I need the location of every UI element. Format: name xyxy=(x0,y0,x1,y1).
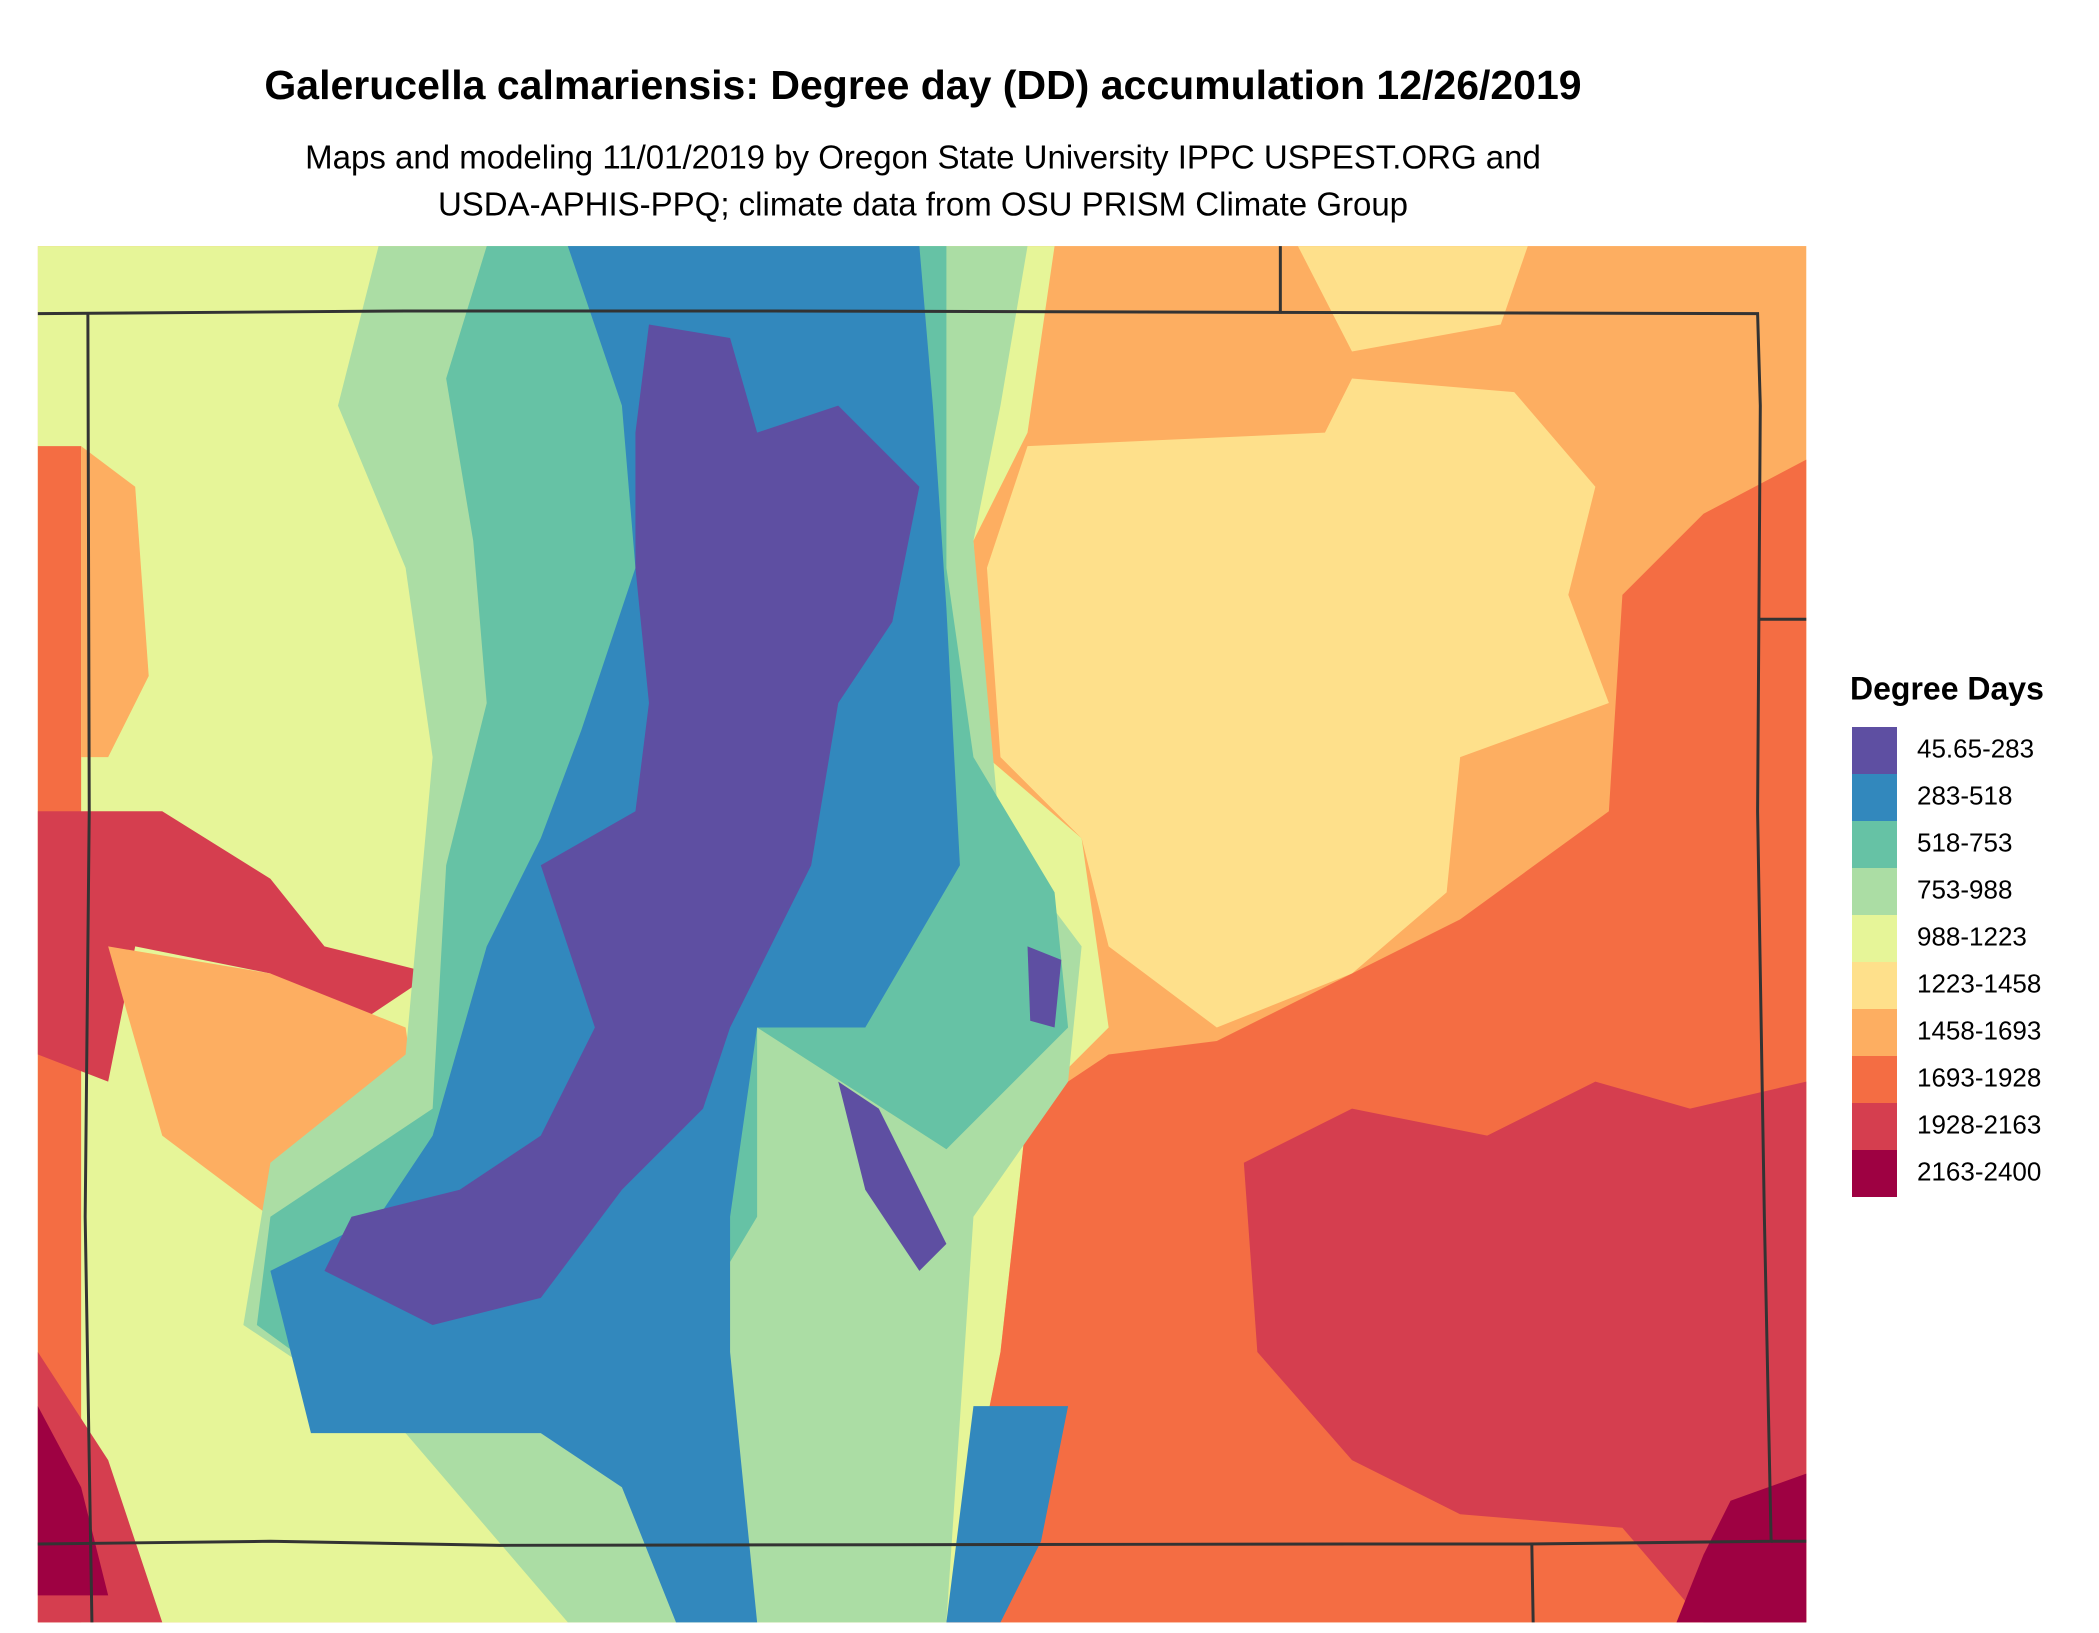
map xyxy=(37,246,1807,1623)
map-region xyxy=(1243,1081,1807,1623)
map-region xyxy=(946,1406,1069,1623)
legend-label: 1458-1693 xyxy=(1917,1015,2041,1045)
map-region xyxy=(1297,246,1528,352)
legend-swatch xyxy=(1852,774,1897,821)
legend-swatch xyxy=(1852,821,1897,868)
map-region xyxy=(838,1081,947,1271)
state-border xyxy=(83,246,1807,1623)
state-border xyxy=(37,309,1773,1547)
legend-label: 2163-2400 xyxy=(1917,1156,2041,1186)
map-region xyxy=(986,378,1609,1028)
map-region xyxy=(81,446,149,758)
legend-label: 753-988 xyxy=(1917,874,2012,904)
legend: 45.65-283 283-518 518-753 753-988 988-1223 12… xyxy=(1852,727,2041,1197)
legend-label: 518-753 xyxy=(1917,827,2012,857)
legend-swatch xyxy=(1852,1150,1897,1197)
legend-label: 283-518 xyxy=(1917,780,2012,810)
subtitle: USDA-APHIS-PPQ; climate data from OSU PR… xyxy=(438,186,1408,223)
subtitle: Maps and modeling 11/01/2019 by Oregon S… xyxy=(305,139,1541,176)
legend-label: 1223-1458 xyxy=(1917,968,2041,998)
legend-title: Degree Days xyxy=(1850,670,2044,706)
legend-label: 1928-2163 xyxy=(1917,1109,2041,1139)
map-region xyxy=(1027,946,1062,1028)
legend-swatch xyxy=(1852,1056,1897,1103)
legend-swatch xyxy=(1852,727,1897,774)
legend-swatch xyxy=(1852,962,1897,1009)
legend-swatch xyxy=(1852,1009,1897,1056)
legend-label: 988-1223 xyxy=(1917,921,2027,951)
map-region xyxy=(324,324,920,1325)
map-region xyxy=(1676,1473,1807,1623)
map-title: Galerucella calmariensis: Degree day (DD… xyxy=(264,62,1581,108)
legend-swatch xyxy=(1852,915,1897,962)
legend-label: 45.65-283 xyxy=(1917,733,2034,763)
legend-swatch xyxy=(1852,1103,1897,1150)
legend-label: 1693-1928 xyxy=(1917,1062,2041,1092)
legend-swatch xyxy=(1852,868,1897,915)
